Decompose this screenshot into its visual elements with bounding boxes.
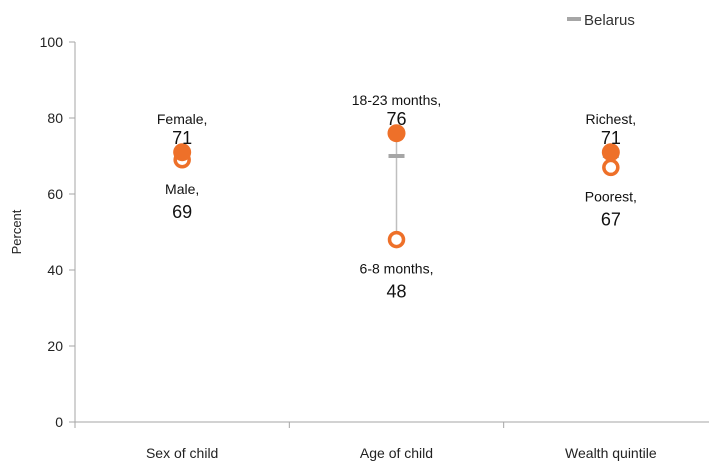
- high-value-label: 71: [601, 128, 621, 148]
- x-category-label: Age of child: [360, 445, 433, 461]
- y-axis-label: Percent: [9, 209, 24, 254]
- y-tick-label-100: 100: [40, 34, 64, 50]
- high-group-label: 18-23 months,: [352, 92, 442, 108]
- y-tick-label-0: 0: [55, 414, 63, 430]
- high-point: [601, 143, 620, 162]
- high-group-label: Richest,: [586, 111, 637, 127]
- high-point: [173, 143, 192, 162]
- x-categories: Sex of child Age of child Wealth quintile: [74, 422, 657, 461]
- high-value-label: 71: [172, 128, 192, 148]
- high-point: [387, 124, 406, 143]
- low-value-label: 69: [172, 202, 192, 222]
- low-point: [602, 158, 620, 177]
- legend-swatch-belarus: [567, 17, 581, 21]
- low-value-label: 48: [386, 282, 406, 302]
- y-tick-label-20: 20: [47, 338, 63, 354]
- high-group-label: Female,: [157, 111, 208, 127]
- axes: [74, 42, 709, 423]
- low-group-label: 6-8 months,: [360, 261, 434, 277]
- y-tick-label-80: 80: [47, 110, 63, 126]
- low-value-label: 67: [601, 209, 621, 229]
- y-ticks: 0 20 40 60 80 100: [40, 34, 75, 430]
- national-marker: [388, 154, 405, 158]
- low-group-label: Male,: [165, 181, 199, 197]
- x-category-label: Wealth quintile: [565, 445, 657, 461]
- y-tick-label-40: 40: [47, 262, 63, 278]
- x-category-label: Sex of child: [146, 445, 218, 461]
- y-tick-label-60: 60: [47, 186, 63, 202]
- low-point: [387, 230, 406, 249]
- low-group-label: Poorest,: [585, 188, 637, 204]
- legend-label-belarus: Belarus: [584, 12, 635, 29]
- legend: Belarus: [567, 12, 635, 29]
- high-value-label: 76: [386, 109, 406, 129]
